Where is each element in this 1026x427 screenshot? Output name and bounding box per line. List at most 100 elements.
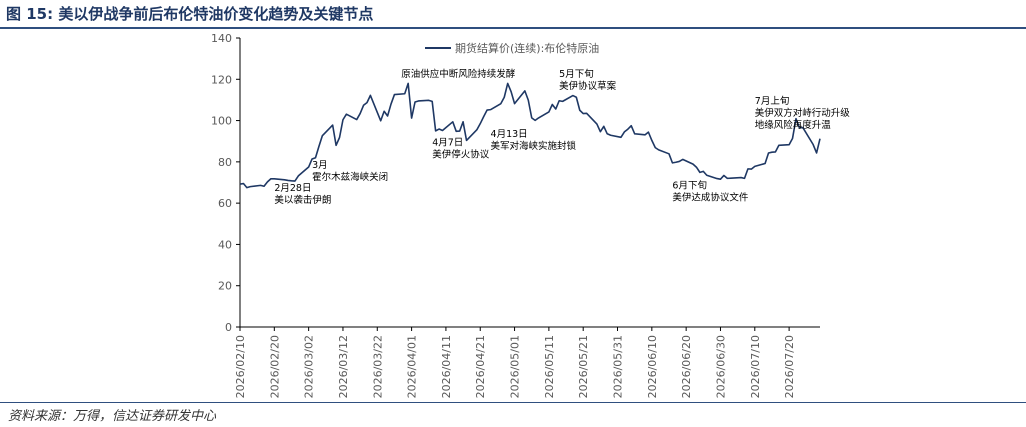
data-point (678, 160, 680, 162)
data-point (743, 177, 745, 179)
data-point (682, 158, 684, 160)
data-point (620, 136, 622, 138)
data-point (510, 90, 512, 92)
x-tick-label: 2026/05/11 (543, 335, 556, 398)
data-point (716, 177, 718, 179)
data-point (651, 139, 653, 141)
data-point (342, 119, 344, 121)
series-line-brent (239, 82, 821, 189)
data-point (633, 133, 635, 135)
data-point (366, 101, 368, 103)
x-tick-label: 2026/02/20 (268, 335, 281, 398)
data-point (489, 108, 491, 110)
data-point (503, 96, 505, 98)
x-tick-label: 2026/03/12 (337, 335, 350, 398)
data-point (599, 131, 601, 133)
data-point (692, 163, 694, 165)
data-point (534, 119, 536, 121)
data-point (307, 166, 309, 168)
chart-annotation: 4月7日美伊停火协议 (432, 137, 490, 160)
data-point (462, 121, 464, 123)
x-tick-label: 2026/03/22 (371, 335, 384, 398)
x-tick-label: 2026/04/21 (474, 335, 487, 398)
x-tick-label: 2026/03/02 (303, 335, 316, 398)
data-point (788, 144, 790, 146)
x-tick-label: 2026/07/20 (783, 335, 796, 398)
data-point (747, 168, 749, 170)
data-point (723, 174, 725, 176)
data-point (500, 102, 502, 104)
data-point (318, 145, 320, 147)
y-tick-label: 80 (218, 156, 232, 169)
data-point (476, 129, 478, 131)
data-point (699, 171, 701, 173)
data-point (695, 166, 697, 168)
data-point (390, 103, 392, 105)
data-point (359, 112, 361, 114)
x-tick-label: 2026/04/11 (440, 335, 453, 398)
data-point (630, 125, 632, 127)
data-point (242, 182, 244, 184)
data-point (572, 94, 574, 96)
y-tick-label: 60 (218, 197, 232, 210)
x-tick-label: 2026/06/10 (646, 335, 659, 398)
data-point (407, 82, 409, 84)
data-point (479, 122, 481, 124)
y-tick-label: 100 (211, 115, 232, 128)
data-point (644, 134, 646, 136)
data-point (486, 109, 488, 111)
data-point (455, 130, 457, 132)
x-tick-label: 2026/04/01 (406, 335, 419, 398)
data-point (239, 183, 241, 185)
figure-title: 图 15: 美以伊战争前后布伦特油价变化趋势及关键节点 (6, 5, 374, 23)
y-tick-label: 140 (211, 32, 232, 45)
data-point (603, 125, 605, 127)
data-point (273, 178, 275, 180)
data-point (338, 136, 340, 138)
data-point (702, 170, 704, 172)
data-point (706, 174, 708, 176)
data-point (287, 179, 289, 181)
chart-annotation: 6月下旬美伊达成协议文件 (672, 180, 749, 204)
figure-source: 资料来源：万得，信达证券研发中心 (8, 409, 217, 424)
chart-annotation: 5月下旬美伊协议草案 (559, 68, 617, 92)
chart-annotation: 7月上旬美伊双方对峙行动升级地缘风险再度升温 (755, 95, 851, 131)
data-point (791, 137, 793, 139)
data-point (434, 130, 436, 132)
data-point (555, 108, 557, 110)
x-tick-label: 2026/05/31 (612, 335, 625, 398)
x-tick-label: 2026/05/21 (577, 335, 590, 398)
data-point (410, 117, 412, 119)
data-point (380, 120, 382, 122)
data-point (417, 100, 419, 102)
data-point (335, 144, 337, 146)
data-point (283, 179, 285, 181)
data-point (414, 101, 416, 103)
data-point (819, 138, 821, 140)
y-tick-label: 120 (211, 73, 232, 86)
title-divider (0, 27, 1026, 29)
data-point (548, 111, 550, 113)
data-point (331, 124, 333, 126)
chart-annotation: 3月霍尔木兹海峡关闭 (312, 160, 388, 183)
data-point (585, 112, 587, 114)
data-point (627, 128, 629, 130)
data-point (654, 146, 656, 148)
data-point (458, 130, 460, 132)
data-point (383, 110, 385, 112)
data-point (290, 180, 292, 182)
data-point (778, 144, 780, 146)
x-tick-label: 2026/07/10 (749, 335, 762, 398)
x-tick-label: 2026/05/01 (509, 335, 522, 398)
legend-label: 期货结算价(连续):布伦特原油 (455, 41, 599, 55)
data-point (249, 185, 251, 187)
x-tick-label: 2026/06/20 (680, 335, 693, 398)
x-tick-label: 2026/02/10 (234, 335, 247, 398)
data-point (750, 168, 752, 170)
data-point (465, 139, 467, 141)
data-point (579, 109, 581, 111)
data-point (482, 115, 484, 117)
data-point (596, 123, 598, 125)
data-point (582, 112, 584, 114)
data-point (675, 161, 677, 163)
